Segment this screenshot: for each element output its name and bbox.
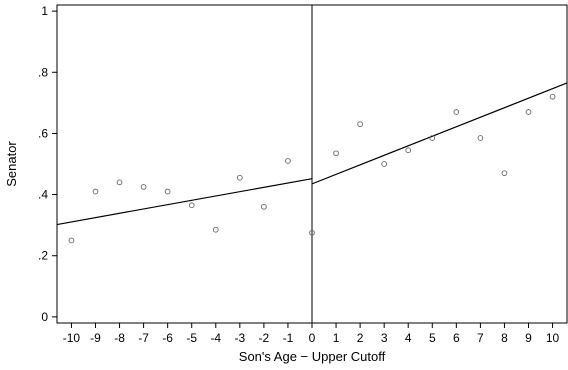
x-tick-label: 6 [453, 331, 460, 345]
x-tick-label: 1 [333, 331, 340, 345]
data-point [405, 147, 412, 154]
x-tick-label: -8 [114, 331, 125, 345]
y-axis-title: Senator [4, 141, 19, 187]
x-tick-label: -10 [63, 331, 81, 345]
data-point [164, 188, 171, 195]
x-tick-label: 2 [357, 331, 364, 345]
x-tick-label: 0 [309, 331, 316, 345]
fit-line-right [311, 82, 568, 185]
x-tick-label: -3 [234, 331, 245, 345]
data-point [92, 188, 99, 195]
data-point [333, 150, 339, 157]
x-axis-title: Son's Age − Upper Cutoff [239, 349, 386, 364]
x-tick-label: -7 [138, 331, 149, 345]
y-tick-label: .8 [38, 65, 48, 79]
data-point [309, 229, 315, 236]
y-tick-label: .2 [38, 249, 48, 263]
y-axis: 0 .2 .4 .6 .8 1 [38, 4, 57, 324]
data-point [429, 135, 436, 141]
y-tick-label: .4 [38, 188, 48, 202]
y-tick-label: 1 [41, 4, 48, 18]
data-point [357, 121, 363, 128]
x-tick-label: 4 [405, 331, 412, 345]
data-point [188, 202, 195, 209]
data-point [549, 93, 556, 100]
x-tick-label: 8 [501, 331, 508, 345]
x-tick-label: -5 [186, 331, 197, 345]
data-point [501, 170, 508, 177]
x-tick-label: 9 [525, 331, 532, 345]
data-point [285, 158, 291, 164]
data-point [236, 174, 243, 181]
data-point [477, 135, 484, 141]
data-point [68, 237, 75, 244]
fit-lines [56, 82, 568, 226]
x-tick-label: 5 [429, 331, 436, 345]
x-tick-label: 10 [546, 331, 560, 345]
data-point [525, 109, 532, 115]
fit-line-left [56, 178, 313, 226]
x-tick-label: 3 [381, 331, 388, 345]
x-tick-label: -6 [162, 331, 173, 345]
x-tick-label: -9 [90, 331, 101, 345]
x-tick-label: -1 [283, 331, 294, 345]
y-tick-label: .6 [38, 126, 48, 140]
x-tick-label: -4 [210, 331, 221, 345]
x-axis: -10 -9 -8 -7 -6 -5 -4 -3 -2 -1 0 1 2 3 4 5 6 7 8 9 10 [63, 323, 560, 345]
data-point [140, 184, 147, 190]
data-point [116, 179, 123, 186]
x-tick-label: 7 [477, 331, 484, 345]
x-tick-label: -2 [259, 331, 270, 345]
data-point [212, 226, 219, 233]
data-point [381, 161, 388, 167]
data-point [261, 203, 267, 210]
data-point [453, 109, 460, 115]
data-points [68, 93, 556, 244]
y-tick-label: 0 [41, 310, 48, 324]
